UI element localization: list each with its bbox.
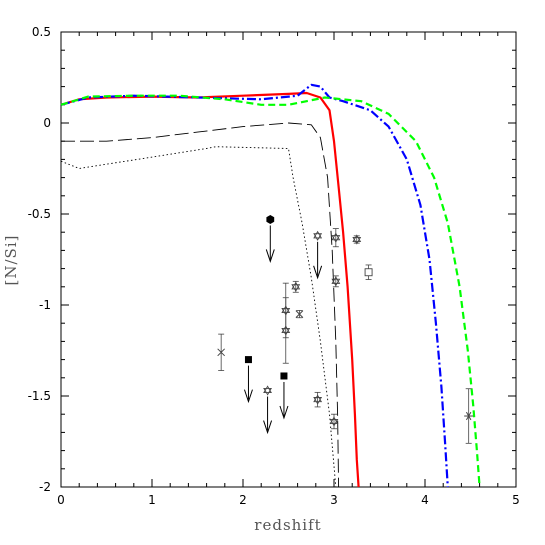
upper-limit-arrowhead [279, 405, 289, 420]
x-tick-label: 0 [57, 493, 65, 507]
y-tick-label: -1.5 [28, 389, 51, 403]
marker-asterisk [465, 411, 472, 421]
marker-star [331, 276, 341, 284]
marker-star [331, 232, 341, 241]
marker-star [263, 387, 272, 396]
marker-star [331, 235, 341, 243]
x-tick-label: 3 [330, 493, 338, 507]
axes: 0 1 2 3 4 5 -2 -1.5 -1 -0.5 0 0.5 [28, 25, 520, 507]
marker-star [331, 278, 341, 287]
marker-filled-square [244, 356, 252, 364]
marker-star [352, 236, 362, 245]
y-tick-label: -2 [39, 480, 51, 494]
curve-dashed [60, 94, 481, 488]
marker-cross [295, 310, 304, 318]
curve-solid [60, 91, 360, 488]
marker-filled-square [280, 372, 288, 380]
y-axis-label: [N/Si] [2, 235, 20, 286]
marker-filled-hexagon [266, 215, 275, 224]
observed-points [217, 215, 474, 444]
curve-dotted [60, 146, 337, 488]
upper-limit-arrowhead [265, 249, 275, 264]
marker-star [313, 230, 323, 239]
plot-frame [60, 31, 517, 488]
marker-star [291, 284, 301, 292]
x-tick-label: 5 [512, 493, 520, 507]
marker-star [313, 394, 323, 403]
x-axis-label: redshift [254, 516, 321, 534]
marker-star [313, 397, 323, 405]
curve-longdash [61, 122, 340, 488]
marker-star [281, 325, 291, 334]
marker-star [281, 327, 291, 336]
curve-dashdot [60, 83, 449, 488]
y-tick-label: 0 [43, 116, 51, 130]
x-tick-label: 1 [148, 493, 156, 507]
upper-limit-arrowhead [313, 265, 323, 280]
marker-open-square [364, 268, 373, 277]
x-tick-label: 4 [421, 493, 429, 507]
marker-star [329, 416, 339, 425]
upper-limit-arrowhead [263, 420, 273, 435]
marker-star [352, 234, 362, 243]
x-tick-label: 2 [239, 493, 247, 507]
y-tick-label: -0.5 [28, 207, 51, 221]
marker-star [263, 385, 272, 394]
upper-limit-arrowhead [243, 389, 253, 404]
marker-star [313, 233, 323, 241]
y-tick-label: -1 [39, 298, 51, 312]
model-curves [60, 83, 481, 488]
axis-labels: redshift [N/Si] [2, 235, 321, 534]
marker-star [291, 281, 301, 290]
marker-cross [217, 348, 226, 357]
y-tick-label: 0.5 [32, 25, 51, 39]
marker-star [329, 418, 339, 427]
